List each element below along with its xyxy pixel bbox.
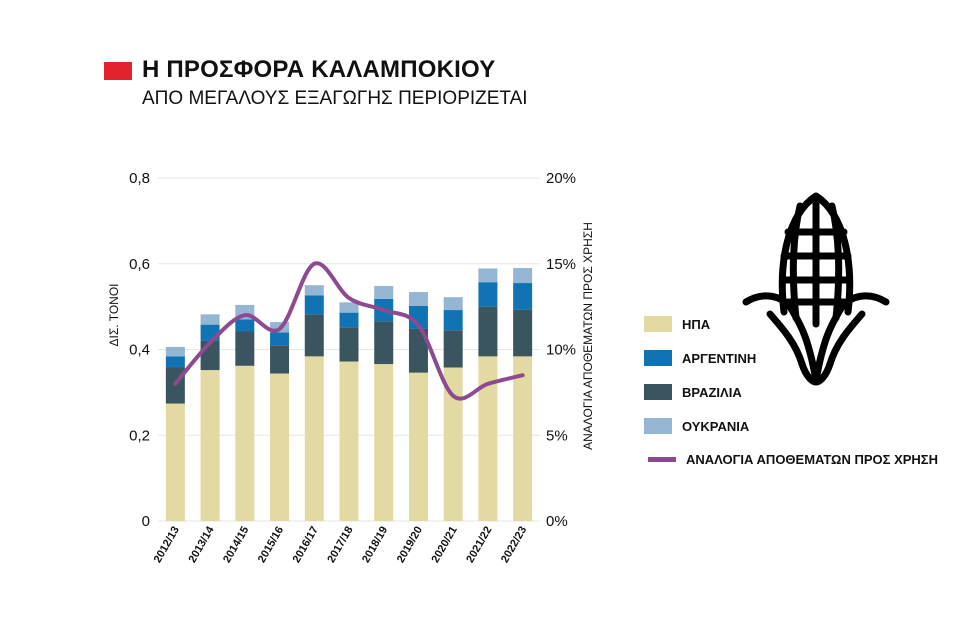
bar-ΑΡΓΕΝΤΙΝΗ [339,312,359,328]
bar-ΑΡΓΕΝΤΙΝΗ [443,310,463,331]
bar-ΟΥΚΡΑΝΙΑ [165,346,185,357]
legend-swatch-argentina [644,350,672,366]
bar-ΒΡΑΖΙΛΙΑ [304,314,324,357]
left-tick-label: 0,8 [129,170,150,187]
left-tick-label: 0 [142,513,150,530]
corn-icon [742,192,890,393]
bar-ΑΡΓΕΝΤΙΝΗ [304,295,324,315]
right-tick-label: 5% [546,427,568,444]
bar-ΗΠΑ [235,365,255,521]
right-tick-label: 0% [546,513,568,530]
legend-label-stocks-ratio: ΑΝΑΛΟΓΙΑ ΑΠΟΘΕΜΑΤΩΝ ΠΡΟΣ ΧΡΗΣΗ [686,452,938,467]
legend-swatch-usa [644,316,672,332]
x-tick-label: 2019/20 [395,525,425,565]
legend-swatch-brazil [644,384,672,400]
legend-item-brazil: ΒΡΑΖΙΛΙΑ [644,384,742,400]
chart-subtitle: ΑΠΟ ΜΕΓΑΛΟΥΣ ΕΞΑΓΩΓΗΣ ΠΕΡΙΟΡΙΖΕΤΑΙ [142,88,528,109]
left-axis-label: ΔΙΣ. ΤΟΝΟΙ [107,284,121,347]
bar-ΗΠΑ [270,373,290,521]
legend-item-ukraine: ΟΥΚΡΑΝΙΑ [644,418,749,434]
x-tick-label: 2017/18 [325,525,355,565]
bar-ΗΠΑ [165,403,185,521]
x-tick-label: 2015/16 [256,525,286,565]
left-tick-label: 0,2 [129,427,150,444]
bar-ΑΡΓΕΝΤΙΝΗ [513,283,533,310]
legend-item-argentina: ΑΡΓΕΝΤΙΝΗ [644,350,756,366]
x-tick-label: 2013/14 [186,524,217,565]
legend-label-brazil: ΒΡΑΖΙΛΙΑ [682,384,742,400]
legend-label-ukraine: ΟΥΚΡΑΝΙΑ [682,418,750,434]
bar-ΒΡΑΖΙΛΙΑ [339,327,359,362]
bar-ΒΡΑΖΙΛΙΑ [270,345,290,374]
bar-ΗΠΑ [443,367,463,521]
bar-ΟΥΚΡΑΝΙΑ [478,268,498,283]
bar-ΒΡΑΖΙΛΙΑ [408,328,428,373]
x-tick-label: 2020/21 [430,525,460,565]
legend-label-usa: ΗΠΑ [682,316,711,332]
bar-ΒΡΑΖΙΛΙΑ [478,306,498,357]
bar-ΗΠΑ [374,364,394,521]
x-tick-label: 2016/17 [291,525,321,565]
x-tick-label: 2014/15 [221,525,251,565]
right-axis-label: ΑΝΑΛΟΓΙΑ ΑΠΟΘΕΜΑΤΩΝ ΠΡΟΣ ΧΡΗΣΗ [581,222,595,450]
bar-ΟΥΚΡΑΝΙΑ [200,314,220,325]
legend-item-usa: ΗΠΑ [644,316,710,332]
bar-ΟΥΚΡΑΝΙΑ [339,302,359,313]
bar-ΗΠΑ [478,356,498,521]
bars [165,268,533,521]
left-tick-label: 0,4 [129,342,150,359]
right-tick-label: 10% [546,342,576,359]
x-axis: 2012/13 2013/14 2014/15 2015/16 2016/17 2017/… [152,524,530,565]
bar-ΒΡΑΖΙΛΙΑ [235,331,255,366]
x-tick-label: 2012/13 [152,525,182,565]
bar-ΗΠΑ [513,356,533,521]
bar-ΗΠΑ [200,370,220,521]
chart-title: Η ΠΡΟΣΦΟΡΑ ΚΑΛΑΜΠΟΚΙΟΥ [142,56,496,83]
x-tick-label: 2018/19 [360,525,390,565]
stacked-bar-chart: 0 0,2 0,4 0,6 0,8 0% 5% 10% 15% 20% 2012/13 2013/… [107,170,595,565]
bar-ΑΡΓΕΝΤΙΝΗ [478,282,498,307]
legend-swatch-ukraine [644,418,672,434]
bar-ΗΠΑ [339,361,359,521]
x-tick-label: 2022/23 [499,525,529,565]
title-marker [104,62,132,80]
bar-ΑΡΓΕΝΤΙΝΗ [270,332,290,346]
bar-ΒΡΑΖΙΛΙΑ [513,309,533,357]
bar-ΗΠΑ [304,356,324,521]
left-tick-label: 0,6 [129,256,150,273]
bar-ΗΠΑ [408,372,428,521]
legend-swatch-stocks-ratio [648,457,676,462]
bar-ΒΡΑΖΙΛΙΑ [374,321,394,365]
bar-ΟΥΚΡΑΝΙΑ [304,285,324,296]
bar-ΑΡΓΕΝΤΙΝΗ [235,319,255,332]
bar-ΑΡΓΕΝΤΙΝΗ [165,356,185,368]
right-axis: 0% 5% 10% 15% 20% [546,170,576,530]
legend-item-stocks-ratio: ΑΝΑΛΟΓΙΑ ΑΠΟΘΕΜΑΤΩΝ ΠΡΟΣ ΧΡΗΣΗ [648,452,938,467]
right-tick-label: 15% [546,256,576,273]
x-tick-label: 2021/22 [464,525,494,565]
bar-ΟΥΚΡΑΝΙΑ [513,268,533,284]
bar-ΟΥΚΡΑΝΙΑ [374,286,394,299]
bar-ΒΡΑΖΙΛΙΑ [443,330,463,368]
bar-ΟΥΚΡΑΝΙΑ [408,292,428,306]
bar-ΟΥΚΡΑΝΙΑ [443,297,463,311]
left-axis: 0 0,2 0,4 0,6 0,8 [129,170,150,530]
ratio-line-layer [173,261,525,401]
right-tick-label: 20% [546,170,576,187]
legend-label-argentina: ΑΡΓΕΝΤΙΝΗ [682,350,757,366]
